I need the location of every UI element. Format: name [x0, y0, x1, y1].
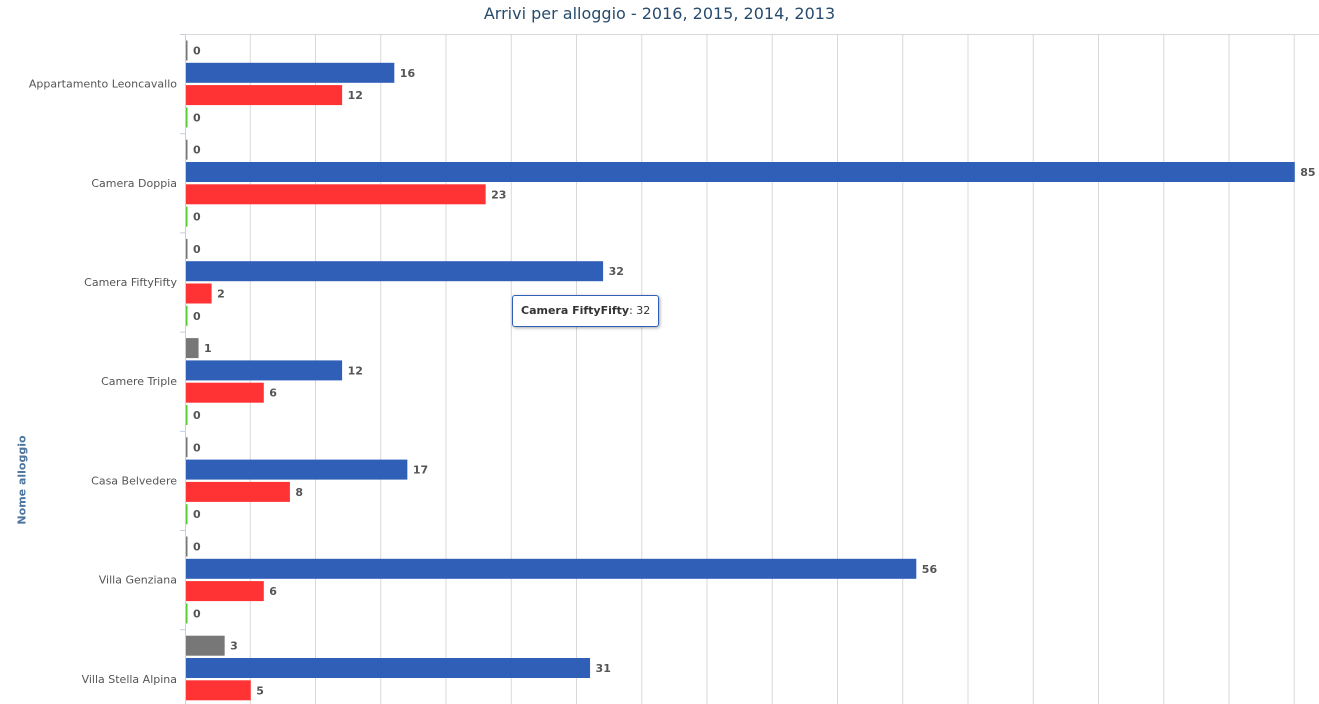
bar — [185, 536, 188, 557]
bar — [185, 558, 917, 579]
data-label: 1 — [204, 342, 212, 355]
data-label: 56 — [922, 563, 938, 576]
data-label: 32 — [609, 265, 624, 278]
bar — [185, 360, 343, 381]
bar — [185, 504, 188, 525]
bar — [185, 405, 188, 425]
category-label: Appartamento Leoncavallo — [29, 78, 177, 91]
data-label: 17 — [413, 464, 428, 477]
category-label: Camera FiftyFifty — [84, 276, 177, 289]
bar — [185, 603, 188, 624]
data-label: 85 — [1300, 166, 1315, 179]
bar — [185, 635, 225, 656]
bar — [185, 261, 604, 282]
data-label: 0 — [193, 409, 201, 422]
data-label: 6 — [269, 387, 277, 400]
bar — [185, 305, 188, 326]
bar — [185, 139, 188, 160]
data-label: 8 — [295, 486, 303, 499]
data-label: 0 — [193, 441, 201, 454]
chart-title: Arrivi per alloggio - 2016, 2015, 2014, … — [483, 4, 836, 23]
data-label: 0 — [193, 211, 201, 224]
bar — [185, 85, 343, 106]
data-label: 16 — [400, 67, 416, 80]
tooltip-value: 32 — [636, 304, 651, 317]
category-label: Camere Triple — [101, 375, 177, 388]
bar — [185, 658, 591, 678]
data-label: 31 — [596, 662, 611, 675]
data-label: 3 — [230, 640, 238, 653]
bar — [185, 62, 395, 83]
bar — [185, 338, 199, 359]
bar — [185, 581, 264, 602]
category-label: Casa Belvedere — [91, 474, 177, 487]
data-label: 0 — [193, 508, 201, 521]
data-label: 6 — [269, 585, 277, 598]
chart-tooltip: Camera FiftyFifty: 32 — [512, 295, 660, 327]
data-label: 12 — [348, 89, 363, 102]
bar — [185, 206, 188, 227]
bar — [185, 680, 251, 701]
bar — [185, 238, 188, 259]
y-axis-title: Nome alloggio — [15, 435, 29, 525]
category-label: Villa Stella Alpina — [82, 673, 177, 686]
data-label: 0 — [193, 45, 201, 58]
data-label: 0 — [193, 607, 201, 620]
tooltip-category: Camera FiftyFifty — [521, 304, 630, 317]
data-label: 12 — [348, 364, 363, 377]
bar — [185, 481, 290, 502]
data-label: 2 — [217, 288, 225, 301]
data-label: 0 — [193, 541, 201, 554]
bar — [185, 184, 486, 205]
bar — [185, 40, 188, 61]
data-label: 23 — [491, 188, 506, 201]
bar — [185, 283, 212, 304]
category-label: Camera Doppia — [91, 177, 177, 190]
category-label: Villa Genziana — [99, 574, 177, 587]
bar — [185, 437, 188, 458]
data-label: 0 — [193, 243, 201, 256]
bar — [185, 459, 408, 480]
data-label: 0 — [193, 111, 201, 124]
bar — [185, 162, 1295, 182]
data-label: 0 — [193, 144, 201, 157]
bar — [185, 107, 188, 128]
bar — [185, 382, 264, 403]
data-label: 0 — [193, 310, 201, 323]
data-label: 5 — [256, 684, 264, 697]
